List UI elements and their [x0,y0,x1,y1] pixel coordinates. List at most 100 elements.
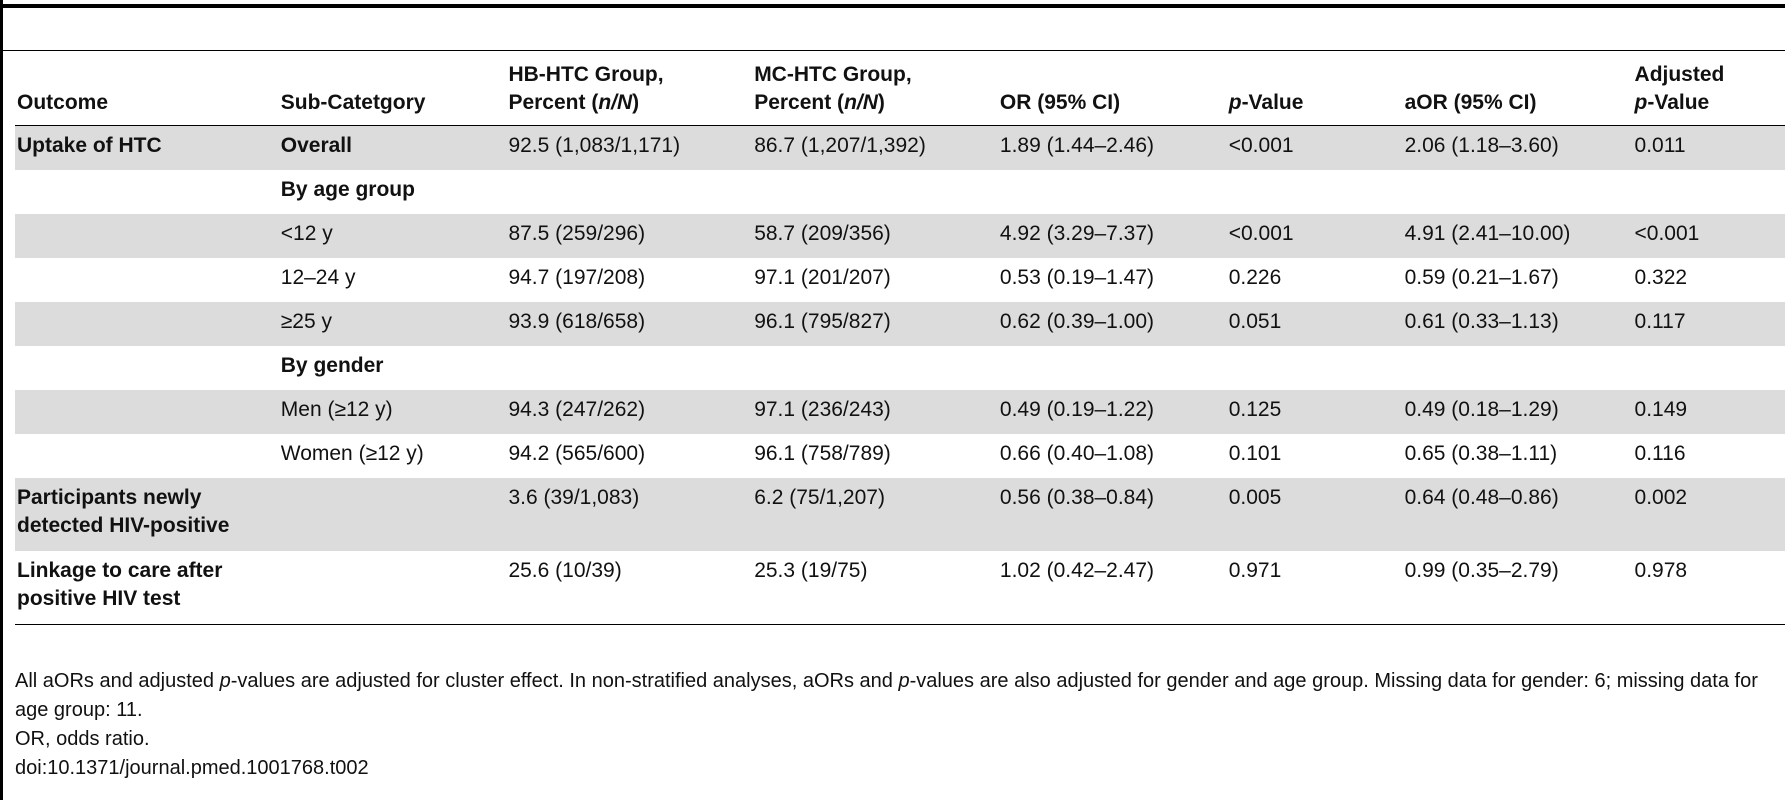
cell-or [998,346,1227,390]
cell-mc: 58.7 (209/356) [752,214,998,258]
cell-outcome [15,302,279,346]
cell-p: 0.971 [1226,551,1403,625]
cell-hb: 25.6 (10/39) [506,551,753,625]
cell-subcategory: <12 y [278,214,507,258]
cell-adj-p: 0.149 [1632,390,1785,434]
cell-aor [1403,170,1633,214]
table-row: 12–24 y 94.7 (197/208) 97.1 (201/207) 0.… [15,258,1785,302]
cell-p: <0.001 [1226,125,1403,170]
cell-adj-p: 0.117 [1632,302,1785,346]
cell-hb: 3.6 (39/1,083) [506,478,753,551]
cell-p [1227,170,1403,214]
cell-outcome [15,258,279,302]
table-row: By gender [15,346,1785,390]
cell-or: 0.49 (0.19–1.22) [997,390,1227,434]
header-top-rule [3,50,1785,51]
cell-mc: 25.3 (19/75) [752,551,998,625]
cell-outcome [15,346,279,390]
header-aor: aOR (95% CI) [1402,51,1633,126]
table-row: By age group [15,170,1785,214]
cell-subcategory: Women (≥12 y) [280,442,424,465]
table-row: Linkage to care after positive HIV test … [15,551,1785,625]
header-or: OR (95% CI) [997,51,1227,126]
cell-mc: 97.1 (236/243) [752,390,998,434]
cell-aor: 2.06 (1.18–3.60) [1402,125,1633,170]
cell-p: <0.001 [1226,214,1403,258]
cell-aor: 0.49 (0.18–1.29) [1402,390,1633,434]
cell-mc: 96.1 (758/789) [754,442,891,465]
results-table: Outcome Sub-Catetgory HB-HTC Group, Perc… [15,51,1785,625]
cell-outcome [15,170,279,214]
cell-adj-p: 0.116 [1634,442,1686,465]
table-row: ≥25 y 93.9 (618/658) 96.1 (795/827) 0.62… [15,302,1785,346]
cell-mc [752,170,998,214]
cell-or [998,170,1227,214]
cell-subcategory: ≥25 y [278,302,507,346]
cell-hb: 87.5 (259/296) [506,214,753,258]
cell-adj-p: 0.978 [1632,551,1785,625]
cell-subcategory: Men (≥12 y) [278,390,507,434]
cell-hb [506,346,752,390]
table-row: <12 y 87.5 (259/296) 58.7 (209/356) 4.92… [15,214,1785,258]
cell-outcome: Uptake of HTC [15,125,279,170]
cell-or: 1.89 (1.44–2.46) [997,125,1227,170]
table-row: Men (≥12 y) 94.3 (247/262) 97.1 (236/243… [15,390,1785,434]
cell-adj-p: 0.322 [1634,266,1688,289]
cell-mc: 96.1 (795/827) [752,302,998,346]
cell-p: 0.101 [1228,442,1282,465]
cell-subcategory: By age group [280,178,415,201]
cell-subcategory [278,551,507,625]
cell-subcategory: 12–24 y [280,266,356,289]
cell-mc: 97.1 (201/207) [754,266,891,289]
cell-hb: 93.9 (618/658) [506,302,753,346]
cell-adj-p [1633,346,1785,390]
cell-outcome: Linkage to care after positive HIV test [15,551,279,625]
cell-adj-p: 0.002 [1632,478,1785,551]
cell-p [1227,346,1403,390]
cell-outcome [15,434,279,478]
cell-or: 0.62 (0.39–1.00) [997,302,1227,346]
header-mc-htc: MC-HTC Group, Percent (n/N) [752,51,998,126]
cell-aor: 0.64 (0.48–0.86) [1402,478,1633,551]
footnote-doi: doi:10.1371/journal.pmed.1001768.t002 [15,757,369,779]
cell-hb [506,170,752,214]
header-outcome: Outcome [15,51,279,126]
cell-mc [752,346,998,390]
footnote-adjustment: All aORs and adjusted p-values are adjus… [15,670,1758,721]
cell-aor: 4.91 (2.41–10.00) [1402,214,1633,258]
cell-aor: 0.99 (0.35–2.79) [1402,551,1633,625]
cell-adj-p [1633,170,1785,214]
cell-or: 4.92 (3.29–7.37) [997,214,1227,258]
cell-p: 0.051 [1226,302,1403,346]
cell-adj-p: <0.001 [1632,214,1785,258]
cell-subcategory [278,478,507,551]
cell-p: 0.226 [1228,266,1282,289]
footnote-abbreviation: OR, odds ratio. [15,728,150,750]
cell-p: 0.005 [1226,478,1403,551]
header-hb-htc: HB-HTC Group, Percent (n/N) [506,51,753,126]
cell-hb: 94.3 (247/262) [506,390,753,434]
cell-or: 1.02 (0.42–2.47) [997,551,1227,625]
cell-or: 0.66 (0.40–1.08) [999,442,1155,465]
table-row: Women (≥12 y) 94.2 (565/600) 96.1 (758/7… [15,434,1785,478]
cell-subcategory: By gender [280,354,384,377]
cell-aor: 0.65 (0.38–1.11) [1404,442,1558,465]
header-row: Outcome Sub-Catetgory HB-HTC Group, Perc… [15,51,1785,126]
cell-mc: 6.2 (75/1,207) [752,478,998,551]
cell-outcome [15,390,279,434]
cell-adj-p: 0.011 [1632,125,1785,170]
cell-aor: 0.61 (0.33–1.13) [1402,302,1633,346]
cell-aor [1403,346,1633,390]
cell-hb: 94.7 (197/208) [508,266,646,289]
header-subcategory: Sub-Catetgory [278,51,507,126]
header-adjusted-p-value: Adjusted p-Value [1632,51,1785,126]
cell-outcome [15,214,279,258]
cell-p: 0.125 [1226,390,1403,434]
top-rule [3,4,1785,8]
cell-or: 0.53 (0.19–1.47) [999,266,1155,289]
cell-outcome: Participants newly detected HIV-positive [15,478,279,551]
table-row: Uptake of HTC Overall 92.5 (1,083/1,171)… [15,125,1785,170]
cell-or: 0.56 (0.38–0.84) [997,478,1227,551]
cell-hb: 92.5 (1,083/1,171) [506,125,753,170]
